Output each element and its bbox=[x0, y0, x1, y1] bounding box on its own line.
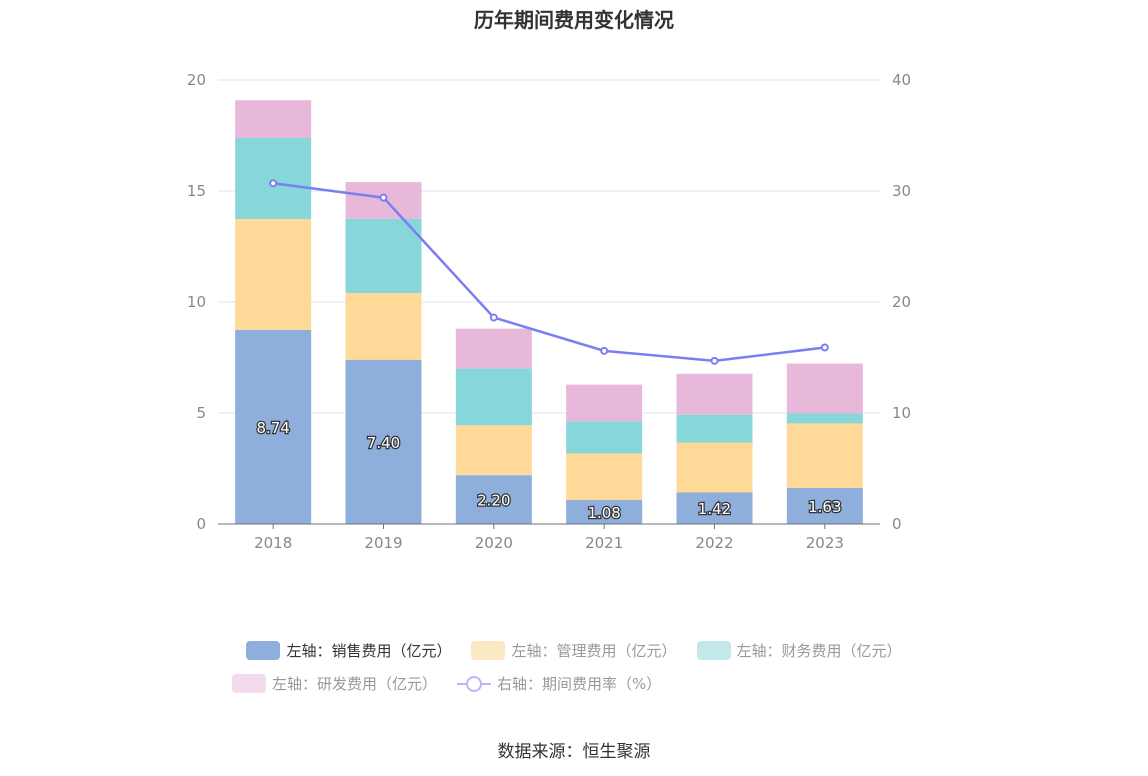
x-tick-label: 2022 bbox=[695, 534, 733, 552]
ratio-line bbox=[273, 181, 825, 363]
legend-item-expense-ratio[interactable]: 右轴：期间费用率（%） bbox=[457, 673, 661, 694]
bar-segment-1 bbox=[676, 492, 753, 524]
legend-label-rd: 左轴：研发费用（亿元） bbox=[272, 675, 438, 693]
bar-value-label: 2.20 bbox=[477, 492, 510, 510]
data-source: 数据来源：恒生聚源 bbox=[497, 742, 651, 762]
y-right-tick-label: 30 bbox=[892, 182, 911, 200]
bar-value-label: 8.74 bbox=[256, 419, 289, 437]
bar-segment-2 bbox=[566, 453, 643, 501]
legend-label-sales: 左轴：销售费用（亿元） bbox=[286, 642, 452, 660]
bar-segment-4 bbox=[566, 384, 643, 422]
legend-item-sales-expense[interactable]: 左轴：销售费用（亿元） bbox=[246, 640, 451, 661]
bar-segment-4 bbox=[786, 363, 863, 414]
bar-segment-3 bbox=[786, 413, 863, 424]
legend-label-ratio: 右轴：期间费用率（%） bbox=[497, 675, 662, 693]
ratio-point bbox=[600, 346, 609, 355]
bar-value-label: 1.63 bbox=[808, 498, 841, 516]
ratio-point bbox=[710, 356, 719, 365]
bar-segment-1 bbox=[455, 475, 532, 524]
bar-segment-2 bbox=[455, 425, 532, 476]
chart-title: 历年期间费用变化情况 bbox=[474, 8, 674, 32]
x-tick-label: 2019 bbox=[364, 534, 402, 552]
ratio-point bbox=[269, 179, 278, 188]
legend-item-rd-expense[interactable]: 左轴：研发费用（亿元） bbox=[232, 673, 437, 694]
bar-value-label: 1.42 bbox=[698, 500, 731, 518]
bar-segment-3 bbox=[455, 368, 532, 426]
legend-label-finance: 左轴：财务费用（亿元） bbox=[736, 642, 902, 660]
bar-segment-1 bbox=[566, 500, 643, 524]
bar-segment-3 bbox=[676, 414, 753, 443]
x-tick-label: 2023 bbox=[806, 534, 844, 552]
x-tick-label: 2020 bbox=[475, 534, 513, 552]
bar-segment-1 bbox=[345, 359, 422, 524]
y-left-tick-label: 0 bbox=[196, 515, 206, 533]
legend-swatch-admin bbox=[471, 641, 506, 660]
x-tick-label: 2018 bbox=[254, 534, 292, 552]
legend-item-admin-expense[interactable]: 左轴：管理费用（亿元） bbox=[471, 640, 677, 661]
legend-item-finance-expense[interactable]: 左轴：财务费用（亿元） bbox=[696, 640, 902, 661]
bar-segment-3 bbox=[235, 137, 312, 219]
ratio-point bbox=[379, 193, 388, 202]
y-right-tick-label: 0 bbox=[892, 515, 902, 533]
legend-swatch-sales bbox=[246, 641, 281, 660]
y-left-tick-label: 15 bbox=[187, 182, 206, 200]
bar-value-label: 1.08 bbox=[587, 504, 620, 522]
y-right-tick-label: 40 bbox=[892, 71, 911, 89]
y-left-tick-label: 5 bbox=[196, 404, 206, 422]
x-tick-label: 2021 bbox=[585, 534, 623, 552]
y-left-tick-label: 20 bbox=[187, 71, 206, 89]
bar-segment-3 bbox=[566, 421, 643, 454]
legend-row-1: 左轴：销售费用（亿元） 左轴：管理费用（亿元） 左轴：财务费用（亿元） bbox=[0, 640, 1148, 661]
bar-segment-1 bbox=[786, 487, 863, 524]
legend-swatch-rd bbox=[232, 674, 266, 693]
bar-segment-2 bbox=[676, 442, 753, 493]
y-right-tick-label: 20 bbox=[892, 293, 911, 311]
bar-segment-1 bbox=[235, 329, 312, 524]
bar-segment-4 bbox=[455, 328, 532, 369]
y-left-tick-label: 10 bbox=[187, 293, 206, 311]
ratio-point bbox=[820, 343, 829, 352]
legend-row-2: 左轴：研发费用（亿元） 右轴：期间费用率（%） bbox=[0, 673, 1148, 694]
legend-swatch-finance bbox=[696, 641, 731, 660]
bar-segment-2 bbox=[786, 423, 863, 488]
y-right-tick-label: 10 bbox=[892, 404, 911, 422]
bar-segment-3 bbox=[345, 218, 422, 294]
bar-segment-2 bbox=[345, 293, 422, 360]
bar-segment-2 bbox=[235, 218, 312, 330]
ratio-point bbox=[489, 313, 498, 322]
bar-value-label: 7.40 bbox=[367, 434, 400, 452]
bar-segment-4 bbox=[676, 373, 753, 415]
chart-canvas: 0 5 10 15 20 0 10 20 30 40 8.74 2018 7.40 2019 2.20 202… bbox=[187, 71, 911, 552]
legend-line-marker-icon bbox=[457, 674, 492, 693]
bar-segment-4 bbox=[235, 100, 312, 138]
legend-label-admin: 左轴：管理费用（亿元） bbox=[511, 642, 677, 660]
